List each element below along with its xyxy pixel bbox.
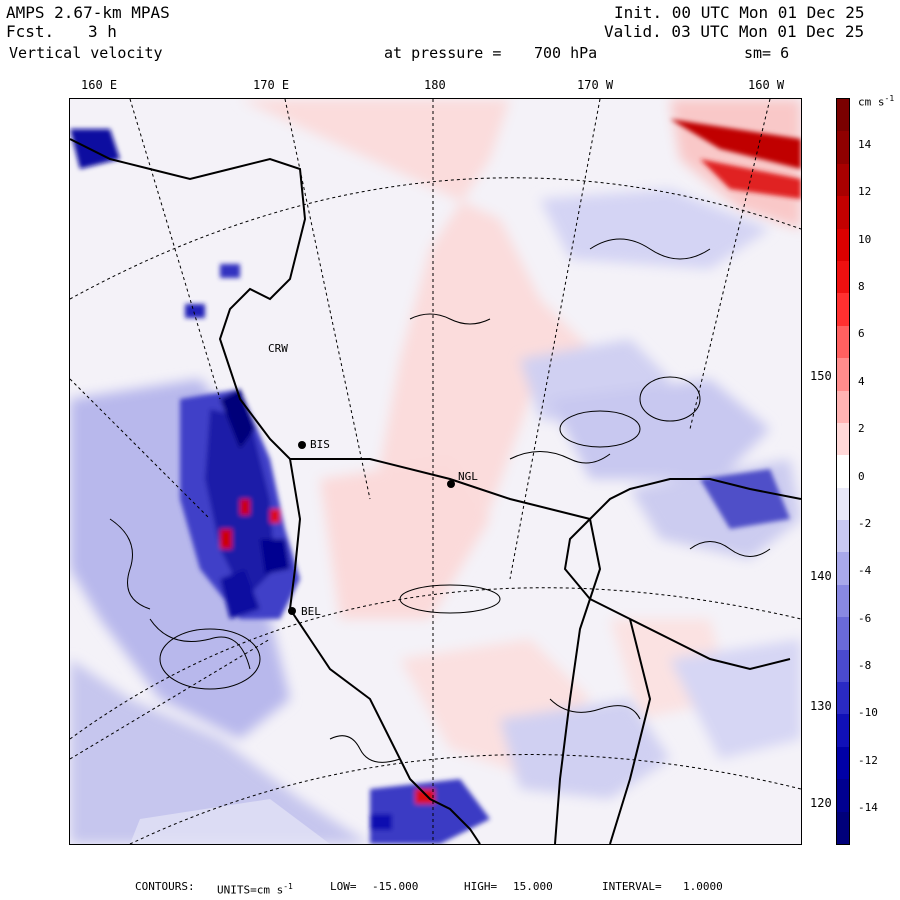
lon-label-170e: 170 E xyxy=(253,78,290,92)
pressure-value: 700 hPa xyxy=(534,44,598,62)
colorbar-segment xyxy=(837,358,849,392)
colorbar-label: -6 xyxy=(858,611,872,625)
valid-time: Valid. 03 UTC Mon 01 Dec 25 xyxy=(604,22,865,41)
colorbar-label: 10 xyxy=(858,232,872,246)
colorbar-label: 12 xyxy=(858,185,872,199)
colorbar-segment xyxy=(837,422,849,456)
coastline xyxy=(70,138,801,844)
init-time: Init. 00 UTC Mon 01 Dec 25 xyxy=(614,3,865,22)
colorbar-label: 2 xyxy=(858,422,865,436)
colorbar-label: 0 xyxy=(858,469,865,483)
colorbar-segment xyxy=(837,390,849,424)
colorbar-segment xyxy=(837,714,849,748)
lon-label-170w: 170 W xyxy=(577,78,614,92)
pressure-label: at pressure = xyxy=(384,44,502,62)
station-marker-bel[interactable] xyxy=(288,607,296,615)
lon-label-160e: 160 E xyxy=(81,78,118,92)
low-label: LOW= xyxy=(330,880,357,893)
colorbar-segment xyxy=(837,779,849,813)
colorbar xyxy=(836,98,850,845)
colorbar-units: cm s-1 xyxy=(858,94,895,109)
low-value: -15.000 xyxy=(372,880,419,893)
forecast-hour: 3 h xyxy=(88,22,117,41)
graticule xyxy=(70,99,801,844)
smoothing-label: sm= 6 xyxy=(744,44,790,62)
lon-label-180: 180 xyxy=(424,78,446,92)
colorbar-segment xyxy=(837,682,849,715)
colorbar-segment xyxy=(837,811,849,845)
model-title: AMPS 2.67-km MPAS xyxy=(6,3,170,22)
colorbar-segment xyxy=(837,163,849,197)
high-label: HIGH= xyxy=(464,880,498,893)
colorbar-segment xyxy=(837,520,849,553)
field-name: Vertical velocity xyxy=(9,44,163,62)
colorbar-label: 6 xyxy=(858,327,865,341)
colorbar-label: 4 xyxy=(858,374,865,388)
colorbar-segment xyxy=(837,649,849,683)
colorbar-label: 14 xyxy=(858,138,872,151)
colorbar-label: -2 xyxy=(858,516,872,530)
station-marker-bis[interactable] xyxy=(298,441,306,449)
contour-lines xyxy=(109,238,771,763)
colorbar-label: 8 xyxy=(858,280,865,294)
colorbar-segment xyxy=(837,99,849,132)
units-label: UNITS=cm s-1 xyxy=(217,882,293,897)
station-label-bel: BEL xyxy=(301,605,321,618)
map-field xyxy=(70,99,801,844)
colorbar-segment xyxy=(837,487,849,521)
colorbar-segment xyxy=(837,325,849,359)
colorbar-label: -14 xyxy=(858,801,878,814)
colorbar-label: -10 xyxy=(858,706,878,720)
map-panel[interactable]: BIS NGL BEL CRW xyxy=(69,98,802,845)
station-label-ngl: NGL xyxy=(458,470,478,483)
forecast-label: Fcst. xyxy=(6,22,55,41)
colorbar-segment xyxy=(837,617,849,651)
interval-label: INTERVAL= xyxy=(602,880,662,893)
colorbar-label: -12 xyxy=(858,753,878,767)
high-value: 15.000 xyxy=(513,880,553,893)
intense-vertical-motion-band xyxy=(70,119,801,844)
colorbar-segment xyxy=(837,196,849,230)
negative-velocity-areas xyxy=(70,189,801,844)
colorbar-segment xyxy=(837,293,849,327)
interval-value: 1.0000 xyxy=(683,880,723,893)
colorbar-segment xyxy=(837,260,849,294)
station-label-crw: CRW xyxy=(268,342,288,355)
colorbar-segment xyxy=(837,552,849,586)
station-marker-ngl[interactable] xyxy=(447,480,455,488)
colorbar-segment xyxy=(837,131,849,165)
lon-label-160w: 160 W xyxy=(748,78,785,92)
station-label-bis: BIS xyxy=(310,438,330,451)
colorbar-segment xyxy=(837,584,849,618)
colorbar-segment xyxy=(837,455,849,489)
contours-label: CONTOURS: xyxy=(135,880,195,893)
colorbar-segment xyxy=(837,746,849,780)
colorbar-label: -4 xyxy=(858,564,872,578)
colorbar-label: -8 xyxy=(858,658,872,672)
colorbar-segment xyxy=(837,228,849,262)
